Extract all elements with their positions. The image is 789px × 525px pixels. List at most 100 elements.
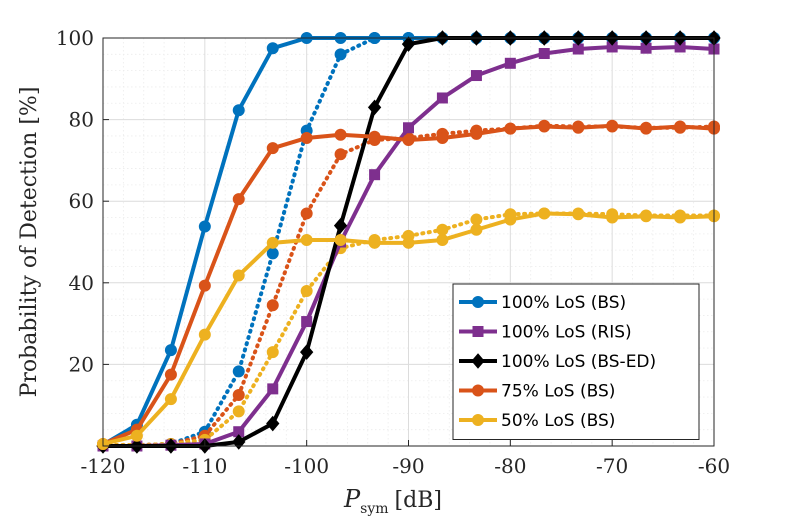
- data-point: [266, 346, 279, 359]
- data-point: [232, 269, 245, 282]
- data-point: [164, 393, 177, 406]
- data-point: [164, 344, 177, 357]
- x-axis-label: Psym [dB]: [343, 485, 442, 517]
- data-point: [164, 368, 177, 381]
- data-point: [232, 104, 245, 117]
- legend-entry-100-los-bs: 100% LoS (BS): [459, 293, 626, 313]
- data-point: [470, 223, 483, 236]
- data-point: [436, 223, 449, 236]
- data-point: [198, 279, 211, 292]
- data-point: [402, 134, 415, 146]
- data-point: [470, 213, 483, 226]
- x-axis-label-main: P: [343, 485, 361, 513]
- legend: 100% LoS (BS) 100% LoS (RIS) 100% LoS (BS-…: [452, 283, 700, 440]
- x-axis-label-sub: sym: [360, 501, 388, 517]
- data-point: [470, 127, 483, 140]
- data-point: [674, 211, 687, 224]
- y-axis-label: Probability of Detection [%]: [17, 87, 42, 398]
- data-point: [266, 415, 280, 432]
- legend-label: 75% LoS (BS): [501, 382, 615, 402]
- data-point: [436, 92, 448, 104]
- legend-swatch-marker: [471, 353, 485, 369]
- data-point: [232, 389, 245, 401]
- x-tick-label: -100: [284, 454, 329, 478]
- data-point: [470, 70, 482, 82]
- y-tick-label: 40: [69, 271, 94, 295]
- data-point: [198, 220, 211, 233]
- legend-entry-100-los-bs-ed: 100% LoS (BS-ED): [459, 352, 656, 372]
- data-point: [368, 130, 381, 143]
- y-tick-label: 60: [69, 189, 94, 213]
- legend-entry-100-los-ris: 100% LoS (RIS): [459, 323, 632, 343]
- y-tick-label: 80: [69, 108, 94, 132]
- data-point: [266, 236, 279, 249]
- data-point: [232, 365, 245, 378]
- data-point: [504, 213, 517, 226]
- data-point: [334, 48, 347, 61]
- data-point: [130, 429, 143, 442]
- data-point: [538, 48, 550, 60]
- data-point: [266, 299, 279, 312]
- data-point: [300, 131, 313, 144]
- legend-label: 100% LoS (BS): [501, 293, 626, 313]
- data-point: [300, 207, 313, 220]
- data-point: [300, 284, 313, 297]
- legend-label: 100% LoS (RIS): [501, 323, 632, 343]
- x-tick-label: -120: [81, 454, 126, 478]
- data-point: [232, 193, 245, 206]
- data-point: [402, 236, 415, 249]
- legend-entry-50-los-bs: 50% LoS (BS): [459, 411, 615, 431]
- data-point: [538, 207, 551, 220]
- legend-entry-75-los-bs: 75% LoS (BS): [459, 382, 615, 402]
- data-point: [334, 128, 347, 141]
- data-point: [267, 383, 279, 395]
- data-point: [266, 247, 279, 260]
- data-point: [538, 120, 551, 133]
- x-axis-label-unit: [dB]: [395, 488, 442, 513]
- data-point: [333, 217, 348, 234]
- data-point: [436, 131, 449, 144]
- data-point: [674, 120, 687, 133]
- x-tick-label: -110: [182, 454, 227, 478]
- data-point: [640, 210, 653, 223]
- data-point: [572, 121, 585, 134]
- tick-labels: -120 -110 -100 -90 -80 -70 -60 20 40 60 80 100: [56, 26, 730, 478]
- data-point: [301, 316, 313, 328]
- data-point: [572, 208, 585, 221]
- data-point: [369, 169, 381, 181]
- x-tick-label: -90: [392, 454, 424, 478]
- y-tick-label: 20: [69, 352, 94, 376]
- x-tick-label: -80: [494, 454, 526, 478]
- data-point: [368, 236, 381, 249]
- data-point: [504, 122, 517, 135]
- legend-swatch-marker: [472, 326, 484, 337]
- x-tick-label: -70: [596, 454, 628, 478]
- data-point: [266, 42, 279, 55]
- data-point: [640, 122, 653, 135]
- data-point: [334, 148, 347, 161]
- data-point: [606, 211, 619, 224]
- x-tick-label: -60: [698, 454, 730, 478]
- legend-label: 100% LoS (BS-ED): [501, 352, 656, 372]
- legend-label: 50% LoS (BS): [501, 411, 615, 431]
- series-50-los-bs: [97, 207, 720, 450]
- data-point: [367, 99, 382, 116]
- legend-swatch-marker: [472, 414, 484, 426]
- data-point: [504, 57, 516, 69]
- data-point: [232, 405, 245, 418]
- legend-swatch-marker: [472, 296, 484, 308]
- data-point: [401, 36, 416, 52]
- data-point: [198, 328, 211, 341]
- legend-swatch-marker: [472, 384, 484, 397]
- data-point: [300, 344, 314, 360]
- data-point: [232, 434, 246, 450]
- data-point: [436, 233, 449, 246]
- y-tick-label: 100: [56, 26, 94, 50]
- axis-ticks: [102, 37, 715, 446]
- data-point: [403, 122, 414, 134]
- data-point: [266, 142, 279, 155]
- data-point: [300, 233, 313, 246]
- data-point: [334, 233, 347, 246]
- data-point: [606, 119, 619, 132]
